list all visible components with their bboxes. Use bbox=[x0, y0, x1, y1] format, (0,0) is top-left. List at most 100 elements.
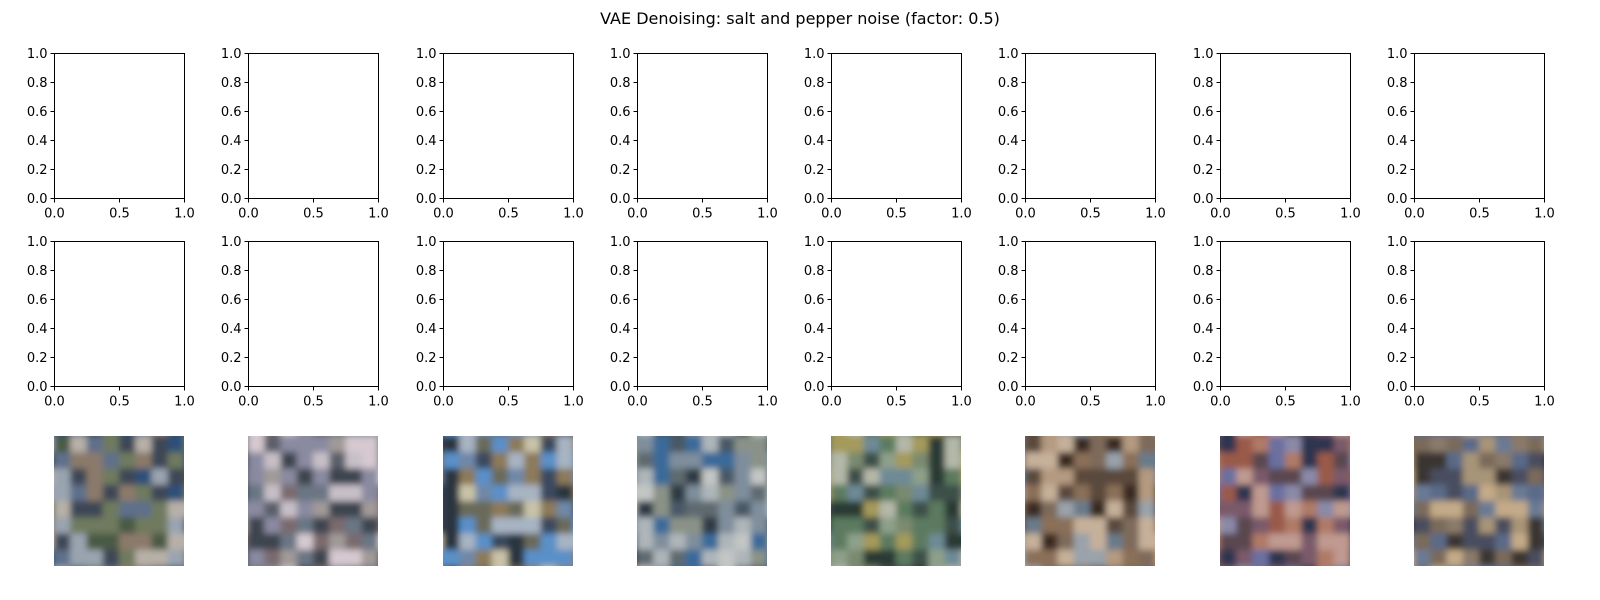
image-pixel bbox=[361, 436, 378, 454]
axes-frame bbox=[1220, 53, 1351, 199]
image-pixel bbox=[1527, 549, 1544, 566]
image-pixel bbox=[167, 452, 184, 470]
image-pixel bbox=[345, 517, 363, 535]
image-pixel bbox=[248, 452, 249, 470]
image-pixel bbox=[702, 436, 720, 437]
image-pixel bbox=[1268, 533, 1286, 551]
image-pixel bbox=[1301, 468, 1319, 486]
image-pixel bbox=[1220, 468, 1221, 486]
image-pixel bbox=[345, 484, 363, 502]
image-pixel bbox=[1430, 484, 1448, 502]
image-pixel bbox=[831, 501, 832, 519]
image-pixel bbox=[524, 484, 542, 502]
image-pixel bbox=[1155, 550, 1172, 567]
image-pixel bbox=[119, 517, 137, 535]
image-pixel bbox=[1025, 533, 1026, 551]
image-pixel bbox=[152, 566, 169, 583]
x-tick-label: 0.0 bbox=[1404, 207, 1425, 222]
image-pixel bbox=[734, 452, 752, 470]
image-pixel bbox=[879, 501, 897, 519]
image-pixel bbox=[1252, 533, 1270, 551]
image-pixel bbox=[1057, 436, 1075, 454]
image-pixel bbox=[669, 468, 687, 486]
image-pixel bbox=[637, 452, 638, 470]
image-pixel bbox=[1252, 436, 1270, 454]
reconstruction-image-6 bbox=[1025, 436, 1172, 583]
image-pixel bbox=[928, 436, 946, 437]
image-pixel bbox=[1446, 517, 1464, 535]
image-pixel bbox=[767, 452, 784, 469]
axes-frame bbox=[1220, 241, 1351, 387]
image-pixel bbox=[1512, 566, 1529, 583]
image-pixel bbox=[637, 549, 655, 566]
image-pixel bbox=[831, 468, 832, 486]
image-pixel bbox=[119, 501, 137, 519]
image-pixel bbox=[961, 436, 978, 453]
image-pixel bbox=[86, 484, 104, 502]
image-pixel bbox=[508, 452, 526, 470]
image-pixel bbox=[767, 485, 784, 502]
y-tick-label: 0.4 bbox=[221, 322, 242, 337]
image-pixel bbox=[1268, 549, 1286, 566]
image-pixel bbox=[443, 533, 444, 551]
image-pixel bbox=[313, 549, 331, 566]
x-tick-label: 0.5 bbox=[1080, 207, 1101, 222]
image-pixel bbox=[248, 549, 249, 566]
image-pixel bbox=[1025, 436, 1043, 454]
x-tick-label: 0.5 bbox=[692, 207, 713, 222]
image-pixel bbox=[1252, 484, 1270, 502]
axes-frame bbox=[1414, 241, 1545, 387]
image-pixel bbox=[669, 436, 687, 454]
x-tick-label: 0.5 bbox=[498, 395, 519, 410]
image-pixel bbox=[135, 517, 153, 535]
y-tick-label: 0.8 bbox=[27, 76, 48, 91]
image-pixel bbox=[896, 566, 913, 583]
image-pixel bbox=[361, 484, 378, 502]
image-pixel bbox=[1058, 566, 1075, 583]
image-pixel bbox=[313, 501, 331, 519]
image-pixel bbox=[912, 484, 930, 502]
image-pixel bbox=[718, 484, 736, 502]
image-pixel bbox=[944, 501, 961, 519]
image-pixel bbox=[1220, 452, 1238, 470]
image-pixel bbox=[70, 452, 88, 470]
image-pixel bbox=[1220, 549, 1238, 566]
image-pixel bbox=[1123, 566, 1140, 583]
image-pixel bbox=[491, 549, 509, 566]
image-pixel bbox=[928, 484, 946, 502]
image-pixel bbox=[1090, 566, 1107, 583]
y-tick-label: 1.0 bbox=[1193, 47, 1214, 62]
image-pixel bbox=[1350, 534, 1367, 551]
image-pixel bbox=[944, 549, 961, 566]
image-pixel bbox=[102, 517, 120, 535]
image-pixel bbox=[540, 501, 558, 519]
image-pixel bbox=[831, 452, 832, 470]
image-pixel bbox=[119, 566, 136, 583]
image-pixel bbox=[637, 436, 638, 454]
image-pixel bbox=[750, 436, 767, 454]
image-pixel bbox=[1268, 436, 1286, 437]
image-pixel bbox=[378, 452, 395, 469]
image-pixel bbox=[1462, 501, 1480, 519]
y-tick-label: 0.6 bbox=[998, 105, 1019, 120]
y-tick-label: 0.8 bbox=[804, 264, 825, 279]
image-pixel bbox=[491, 436, 509, 437]
image-pixel bbox=[1495, 452, 1513, 470]
image-pixel bbox=[1285, 452, 1303, 470]
image-pixel bbox=[1544, 501, 1561, 518]
image-pixel bbox=[1090, 436, 1108, 437]
image-pixel bbox=[280, 436, 298, 454]
reconstruction-image-1 bbox=[54, 436, 201, 583]
image-pixel bbox=[313, 436, 331, 437]
y-tick-label: 1.0 bbox=[221, 47, 242, 62]
image-pixel bbox=[1462, 468, 1480, 486]
image-pixel bbox=[1350, 436, 1367, 453]
image-pixel bbox=[573, 501, 590, 518]
image-pixel bbox=[1025, 533, 1043, 551]
y-tick-label: 0.2 bbox=[416, 163, 437, 178]
image-pixel bbox=[1414, 533, 1415, 551]
image-pixel bbox=[184, 485, 201, 502]
axes-frame bbox=[637, 241, 768, 387]
image-pixel bbox=[1057, 452, 1075, 470]
image-pixel bbox=[1220, 533, 1238, 551]
